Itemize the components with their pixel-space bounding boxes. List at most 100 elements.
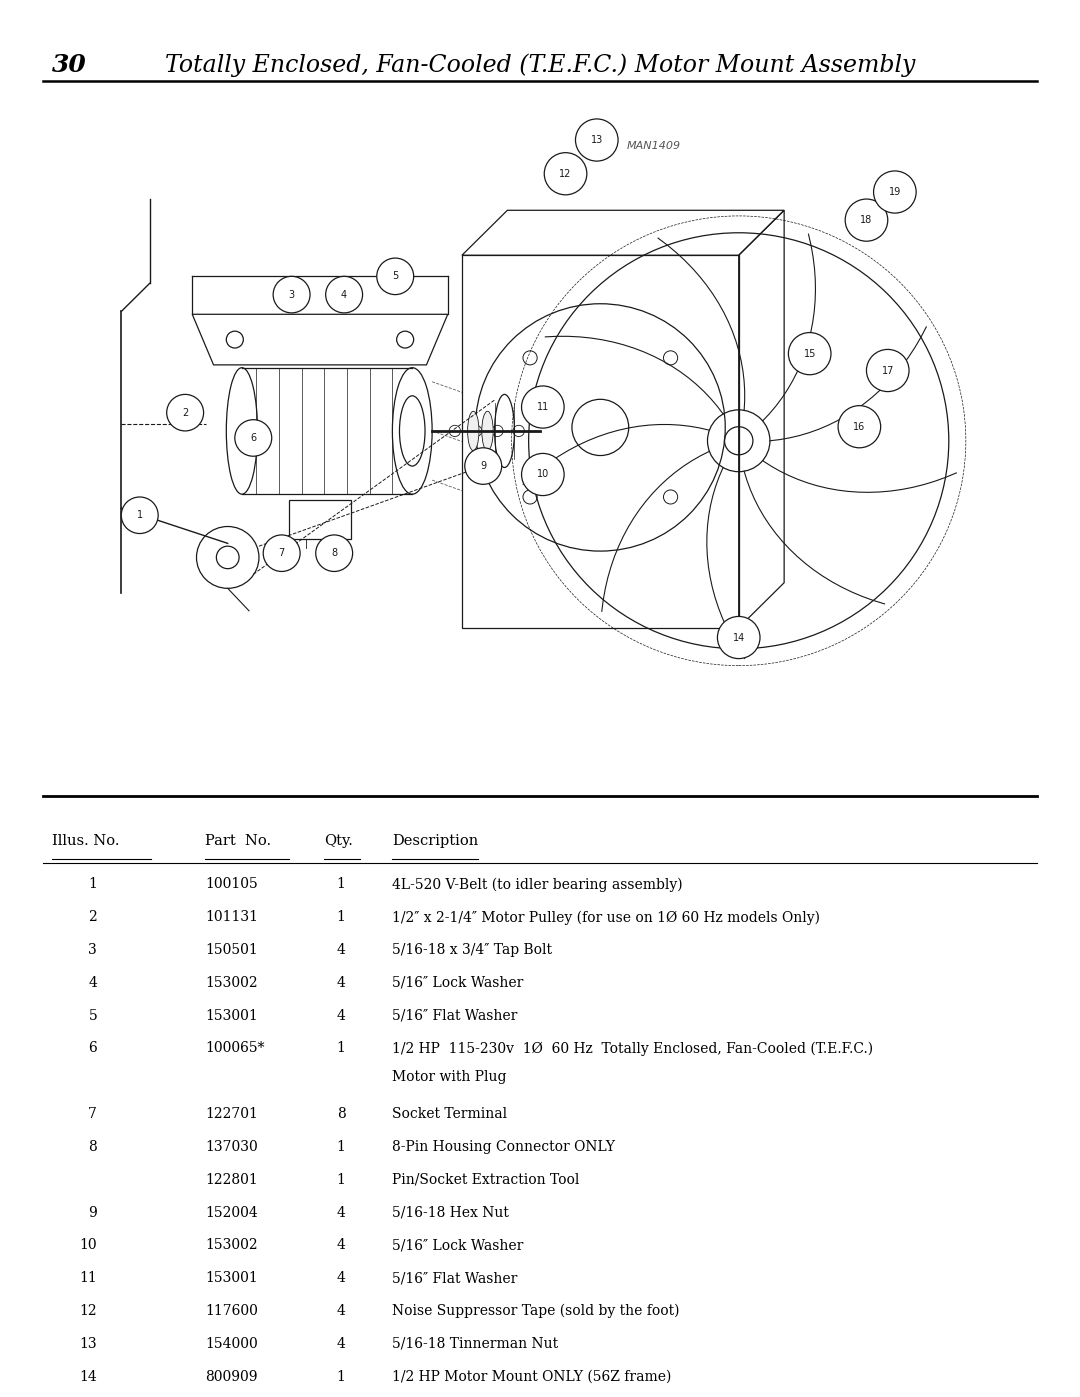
Circle shape xyxy=(788,332,831,374)
Text: 4: 4 xyxy=(337,1303,346,1319)
Text: 7: 7 xyxy=(279,548,285,559)
Text: 13: 13 xyxy=(591,136,603,145)
Circle shape xyxy=(522,386,564,427)
Text: 14: 14 xyxy=(80,1369,97,1384)
Circle shape xyxy=(464,448,502,485)
Text: 5/16″ Flat Washer: 5/16″ Flat Washer xyxy=(392,1271,517,1285)
Circle shape xyxy=(717,616,760,658)
Circle shape xyxy=(874,170,916,214)
Text: 4: 4 xyxy=(337,1206,346,1220)
Text: 16: 16 xyxy=(853,422,865,432)
Text: 4L-520 V-Belt (to idler bearing assembly): 4L-520 V-Belt (to idler bearing assembly… xyxy=(392,877,683,891)
Text: 4: 4 xyxy=(337,975,346,990)
Text: 800909: 800909 xyxy=(205,1369,258,1384)
Circle shape xyxy=(264,535,300,571)
Text: 12: 12 xyxy=(559,169,571,179)
Circle shape xyxy=(866,349,909,391)
Text: 8: 8 xyxy=(332,548,337,559)
Text: 101131: 101131 xyxy=(205,911,258,925)
Circle shape xyxy=(838,405,880,448)
Text: Description: Description xyxy=(392,834,478,848)
Text: 5/16″ Flat Washer: 5/16″ Flat Washer xyxy=(392,1009,517,1023)
Text: 1: 1 xyxy=(337,911,346,925)
Text: 153001: 153001 xyxy=(205,1271,258,1285)
Circle shape xyxy=(234,419,272,457)
Text: 1: 1 xyxy=(337,1140,346,1154)
Text: 152004: 152004 xyxy=(205,1206,258,1220)
Text: 18: 18 xyxy=(861,215,873,225)
Text: Part  No.: Part No. xyxy=(205,834,271,848)
Text: 1: 1 xyxy=(89,877,97,891)
Text: 5/16″ Lock Washer: 5/16″ Lock Washer xyxy=(392,1238,524,1253)
Text: 1: 1 xyxy=(137,510,143,520)
Text: 4: 4 xyxy=(337,1238,346,1253)
Text: MAN1409: MAN1409 xyxy=(626,141,680,151)
Text: 1: 1 xyxy=(337,877,346,891)
Text: 15: 15 xyxy=(804,349,815,359)
Text: 137030: 137030 xyxy=(205,1140,258,1154)
Text: 2: 2 xyxy=(89,911,97,925)
Text: 5: 5 xyxy=(392,271,399,281)
Text: 1: 1 xyxy=(337,1172,346,1187)
Text: 153002: 153002 xyxy=(205,975,258,990)
Circle shape xyxy=(326,277,363,313)
Circle shape xyxy=(377,258,414,295)
Circle shape xyxy=(471,425,482,436)
Text: 3: 3 xyxy=(89,943,97,957)
Text: 1: 1 xyxy=(337,1369,346,1384)
Circle shape xyxy=(576,119,618,161)
Text: 6: 6 xyxy=(89,1041,97,1056)
Text: 1: 1 xyxy=(337,1041,346,1056)
Text: 13: 13 xyxy=(80,1337,97,1351)
Text: 4: 4 xyxy=(89,975,97,990)
Text: 8: 8 xyxy=(337,1106,346,1122)
Text: 6: 6 xyxy=(251,433,256,443)
Text: 10: 10 xyxy=(80,1238,97,1253)
Circle shape xyxy=(315,535,353,571)
Text: 100105: 100105 xyxy=(205,877,258,891)
Text: 4: 4 xyxy=(337,943,346,957)
Text: 4: 4 xyxy=(337,1009,346,1023)
Text: Noise Suppressor Tape (sold by the foot): Noise Suppressor Tape (sold by the foot) xyxy=(392,1303,679,1319)
Text: 4: 4 xyxy=(337,1271,346,1285)
Circle shape xyxy=(449,425,460,436)
Text: 5/16-18 Hex Nut: 5/16-18 Hex Nut xyxy=(392,1206,509,1220)
Text: 154000: 154000 xyxy=(205,1337,258,1351)
Circle shape xyxy=(846,198,888,242)
Ellipse shape xyxy=(468,411,478,451)
Text: 14: 14 xyxy=(732,633,745,643)
Circle shape xyxy=(273,277,310,313)
Text: 5/16″ Lock Washer: 5/16″ Lock Washer xyxy=(392,975,524,990)
Text: Pin/Socket Extraction Tool: Pin/Socket Extraction Tool xyxy=(392,1172,579,1187)
Text: 1/2 HP Motor Mount ONLY (56Z frame): 1/2 HP Motor Mount ONLY (56Z frame) xyxy=(392,1369,672,1384)
Text: Qty.: Qty. xyxy=(324,834,353,848)
Text: 122701: 122701 xyxy=(205,1106,258,1122)
Text: Totally Enclosed, Fan-Cooled (T.E.F.C.) Motor Mount Assembly: Totally Enclosed, Fan-Cooled (T.E.F.C.) … xyxy=(165,53,915,77)
Text: 9: 9 xyxy=(89,1206,97,1220)
Bar xyxy=(462,256,739,627)
Text: 10: 10 xyxy=(537,469,549,479)
Circle shape xyxy=(166,394,204,430)
Text: 4: 4 xyxy=(337,1337,346,1351)
Text: 11: 11 xyxy=(537,402,549,412)
Ellipse shape xyxy=(482,411,494,451)
Text: 17: 17 xyxy=(881,366,894,376)
Text: 153001: 153001 xyxy=(205,1009,258,1023)
Text: 5: 5 xyxy=(89,1009,97,1023)
Circle shape xyxy=(513,425,525,436)
Circle shape xyxy=(121,497,158,534)
Text: 5/16-18 Tinnerman Nut: 5/16-18 Tinnerman Nut xyxy=(392,1337,558,1351)
Bar xyxy=(288,500,351,539)
Text: 3: 3 xyxy=(288,289,295,299)
Text: Illus. No.: Illus. No. xyxy=(52,834,119,848)
Text: 1/2 HP  115-230v  1Ø  60 Hz  Totally Enclosed, Fan-Cooled (T.E.F.C.): 1/2 HP 115-230v 1Ø 60 Hz Totally Enclose… xyxy=(392,1041,873,1056)
Circle shape xyxy=(522,454,564,496)
Text: 12: 12 xyxy=(80,1303,97,1319)
Text: 8: 8 xyxy=(89,1140,97,1154)
Text: 11: 11 xyxy=(80,1271,97,1285)
Text: 153002: 153002 xyxy=(205,1238,258,1253)
Text: 4: 4 xyxy=(341,289,347,299)
Text: 117600: 117600 xyxy=(205,1303,258,1319)
Text: 2: 2 xyxy=(183,408,188,418)
Circle shape xyxy=(544,152,586,194)
